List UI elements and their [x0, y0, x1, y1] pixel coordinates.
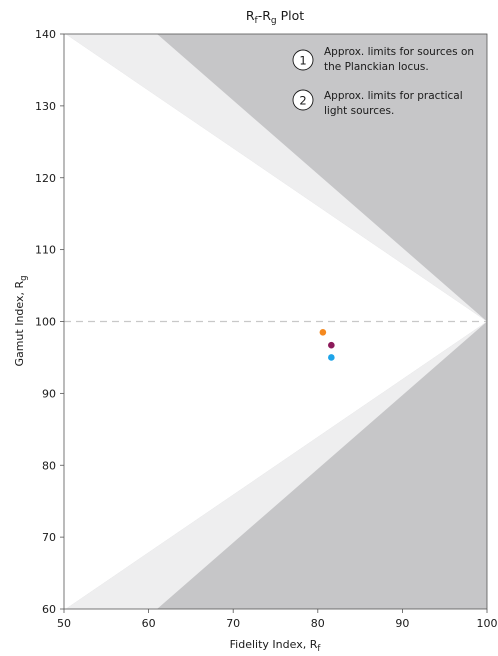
y-tick-label: 70	[42, 531, 56, 544]
planckian-limit-region-top	[65, 34, 487, 322]
y-axis-title: Gamut Index, Rg	[13, 275, 29, 366]
x-axis-title: Fidelity Index, Rf	[230, 638, 322, 654]
annotation-1-circle	[292, 49, 314, 71]
annotation-1-line-1: Approx. limits for sources on	[324, 46, 474, 58]
plot-area	[64, 34, 487, 609]
y-axis-ticks: 60 70 80 90 100 110 120 130 140	[35, 28, 64, 616]
y-tick-label: 100	[35, 316, 56, 329]
planckian-limit-region-bottom	[65, 321, 487, 609]
y-tick-label: 110	[35, 244, 56, 257]
annotation-2: 2 Approx. limits for practical light sou…	[292, 89, 463, 117]
annotation-1-line-2: the Planckian locus.	[324, 61, 429, 73]
annotation-2-line-1: Approx. limits for practical	[324, 90, 463, 102]
x-tick-label: 60	[142, 617, 156, 630]
y-tick-label: 90	[42, 387, 56, 400]
annotation-1: 1 Approx. limits for sources on the Plan…	[292, 46, 474, 73]
x-tick-label: 90	[395, 617, 409, 630]
x-tick-label: 80	[311, 617, 325, 630]
y-tick-label: 60	[42, 603, 56, 616]
x-tick-label: 100	[477, 617, 498, 630]
x-tick-label: 50	[57, 617, 71, 630]
annotation-1-number: 1	[299, 54, 306, 68]
chart-title: Rf-Rg Plot	[246, 8, 304, 26]
y-tick-label: 140	[35, 28, 56, 41]
x-axis-ticks: 50 60 70 80 90 100	[57, 609, 498, 630]
annotation-2-number: 2	[299, 94, 306, 108]
data-point-3	[328, 354, 335, 361]
annotation-2-line-2: light sources.	[324, 105, 394, 117]
data-point-1	[319, 328, 327, 336]
y-tick-label: 130	[35, 100, 56, 113]
y-tick-label: 120	[35, 172, 56, 185]
data-point-2	[328, 341, 335, 349]
y-tick-label: 80	[42, 459, 56, 472]
data-points	[319, 328, 335, 361]
annotation-2-circle	[292, 89, 314, 111]
x-tick-label: 70	[226, 617, 240, 630]
